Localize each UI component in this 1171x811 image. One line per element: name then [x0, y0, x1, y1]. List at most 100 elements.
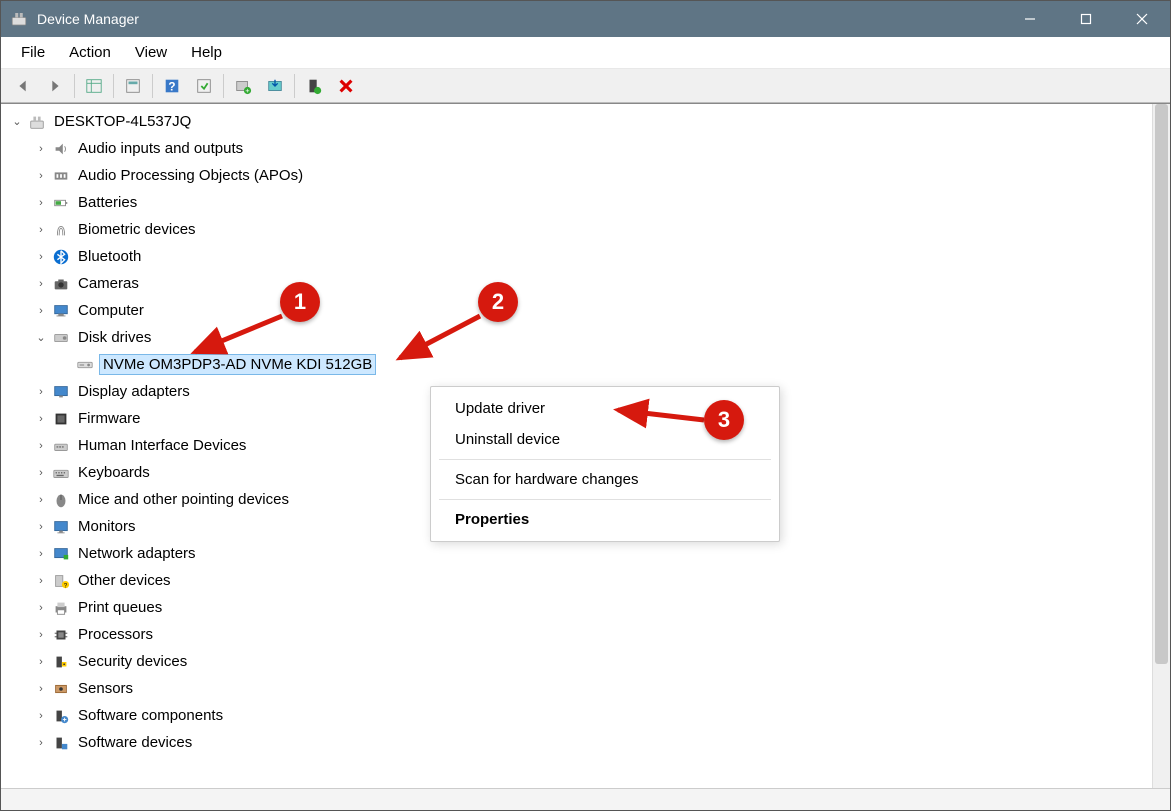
- ctx-separator: [439, 499, 771, 500]
- tree-category[interactable]: › Computer: [9, 297, 1152, 324]
- category-icon: [51, 409, 71, 429]
- chevron-right-icon[interactable]: ›: [33, 654, 49, 670]
- tree-category[interactable]: › Software components: [9, 702, 1152, 729]
- toolbar-separator: [223, 74, 224, 98]
- tree-category[interactable]: › Security devices: [9, 648, 1152, 675]
- scan-hardware-button[interactable]: +: [228, 72, 258, 100]
- category-label: Software components: [75, 706, 226, 725]
- category-label: Computer: [75, 301, 147, 320]
- chevron-right-icon[interactable]: ›: [33, 681, 49, 697]
- chevron-right-icon[interactable]: ›: [33, 546, 49, 562]
- category-icon: [51, 247, 71, 267]
- menu-file[interactable]: File: [9, 40, 57, 65]
- chevron-right-icon[interactable]: ›: [33, 384, 49, 400]
- properties-button[interactable]: [118, 72, 148, 100]
- category-icon: [51, 598, 71, 618]
- tree-category[interactable]: › Audio Processing Objects (APOs): [9, 162, 1152, 189]
- annotation-badge: 1: [280, 282, 320, 322]
- category-label: Mice and other pointing devices: [75, 490, 292, 509]
- help-button[interactable]: ?: [157, 72, 187, 100]
- chevron-right-icon[interactable]: ›: [33, 519, 49, 535]
- chevron-right-icon[interactable]: ›: [33, 465, 49, 481]
- category-icon: [51, 382, 71, 402]
- chevron-right-icon[interactable]: ›: [33, 573, 49, 589]
- forward-button[interactable]: [40, 72, 70, 100]
- vertical-scrollbar[interactable]: [1152, 104, 1170, 788]
- enable-device-button[interactable]: [299, 72, 329, 100]
- menu-help[interactable]: Help: [179, 40, 234, 65]
- chevron-right-icon[interactable]: ›: [33, 627, 49, 643]
- category-label: Firmware: [75, 409, 144, 428]
- toolbar: ? +: [1, 69, 1170, 103]
- chevron-right-icon[interactable]: ›: [33, 600, 49, 616]
- tree-category[interactable]: › Batteries: [9, 189, 1152, 216]
- tree-category[interactable]: › Audio inputs and outputs: [9, 135, 1152, 162]
- back-button[interactable]: [8, 72, 38, 100]
- tree-category[interactable]: › Bluetooth: [9, 243, 1152, 270]
- tree-root[interactable]: ⌄ DESKTOP-4L537JQ: [9, 108, 1152, 135]
- chevron-right-icon[interactable]: ›: [33, 249, 49, 265]
- category-icon: [51, 166, 71, 186]
- category-icon: [51, 679, 71, 699]
- chevron-down-icon[interactable]: ⌄: [33, 330, 49, 346]
- chevron-right-icon[interactable]: ›: [33, 438, 49, 454]
- tree-category[interactable]: › Print queues: [9, 594, 1152, 621]
- category-icon: [51, 652, 71, 672]
- tree-category[interactable]: › ? Other devices: [9, 567, 1152, 594]
- titlebar: Device Manager: [1, 1, 1170, 37]
- chevron-right-icon[interactable]: ›: [33, 411, 49, 427]
- menubar: File Action View Help: [1, 37, 1170, 69]
- chevron-right-icon[interactable]: ›: [33, 735, 49, 751]
- category-label: Audio inputs and outputs: [75, 139, 246, 158]
- chevron-right-icon[interactable]: ›: [33, 141, 49, 157]
- chevron-right-icon[interactable]: ›: [33, 276, 49, 292]
- ctx-scan-hardware[interactable]: Scan for hardware changes: [431, 464, 779, 495]
- annotation-badge: 3: [704, 400, 744, 440]
- category-icon: [51, 706, 71, 726]
- category-icon: [51, 328, 71, 348]
- window-controls: [1002, 1, 1170, 37]
- close-button[interactable]: [1114, 1, 1170, 37]
- category-icon: [51, 733, 71, 753]
- category-label: Bluetooth: [75, 247, 144, 266]
- chevron-right-icon[interactable]: ›: [33, 492, 49, 508]
- svg-text:?: ?: [168, 80, 175, 93]
- tree-category[interactable]: › Software devices: [9, 729, 1152, 756]
- category-icon: [51, 139, 71, 159]
- tree-root-label: DESKTOP-4L537JQ: [51, 112, 194, 131]
- category-label: Network adapters: [75, 544, 199, 563]
- maximize-button[interactable]: [1058, 1, 1114, 37]
- chevron-right-icon[interactable]: ›: [33, 303, 49, 319]
- category-label: Cameras: [75, 274, 142, 293]
- chevron-right-icon[interactable]: ›: [33, 708, 49, 724]
- chevron-right-icon[interactable]: ›: [33, 222, 49, 238]
- show-hide-tree-button[interactable]: [79, 72, 109, 100]
- expander-spacer: [57, 357, 73, 373]
- menu-action[interactable]: Action: [57, 40, 123, 65]
- tree-device[interactable]: NVMe OM3PDP3-AD NVMe KDI 512GB: [9, 351, 1152, 378]
- tree-category[interactable]: › Processors: [9, 621, 1152, 648]
- action-button[interactable]: [189, 72, 219, 100]
- tree-category[interactable]: › Sensors: [9, 675, 1152, 702]
- toolbar-separator: [294, 74, 295, 98]
- category-label: Security devices: [75, 652, 190, 671]
- computer-icon: [27, 112, 47, 132]
- minimize-button[interactable]: [1002, 1, 1058, 37]
- ctx-properties[interactable]: Properties: [431, 504, 779, 535]
- tree-category[interactable]: › Network adapters: [9, 540, 1152, 567]
- category-icon: [51, 436, 71, 456]
- tree-category[interactable]: › Cameras: [9, 270, 1152, 297]
- window-title: Device Manager: [37, 11, 1002, 27]
- tree-category[interactable]: › Biometric devices: [9, 216, 1152, 243]
- scrollbar-thumb[interactable]: [1155, 104, 1168, 664]
- chevron-right-icon[interactable]: ›: [33, 168, 49, 184]
- uninstall-device-button[interactable]: [331, 72, 361, 100]
- update-driver-button[interactable]: [260, 72, 290, 100]
- category-label: Software devices: [75, 733, 195, 752]
- tree-category[interactable]: ⌄ Disk drives: [9, 324, 1152, 351]
- menu-view[interactable]: View: [123, 40, 179, 65]
- category-label: Monitors: [75, 517, 139, 536]
- chevron-down-icon[interactable]: ⌄: [9, 114, 25, 130]
- category-label: Print queues: [75, 598, 165, 617]
- chevron-right-icon[interactable]: ›: [33, 195, 49, 211]
